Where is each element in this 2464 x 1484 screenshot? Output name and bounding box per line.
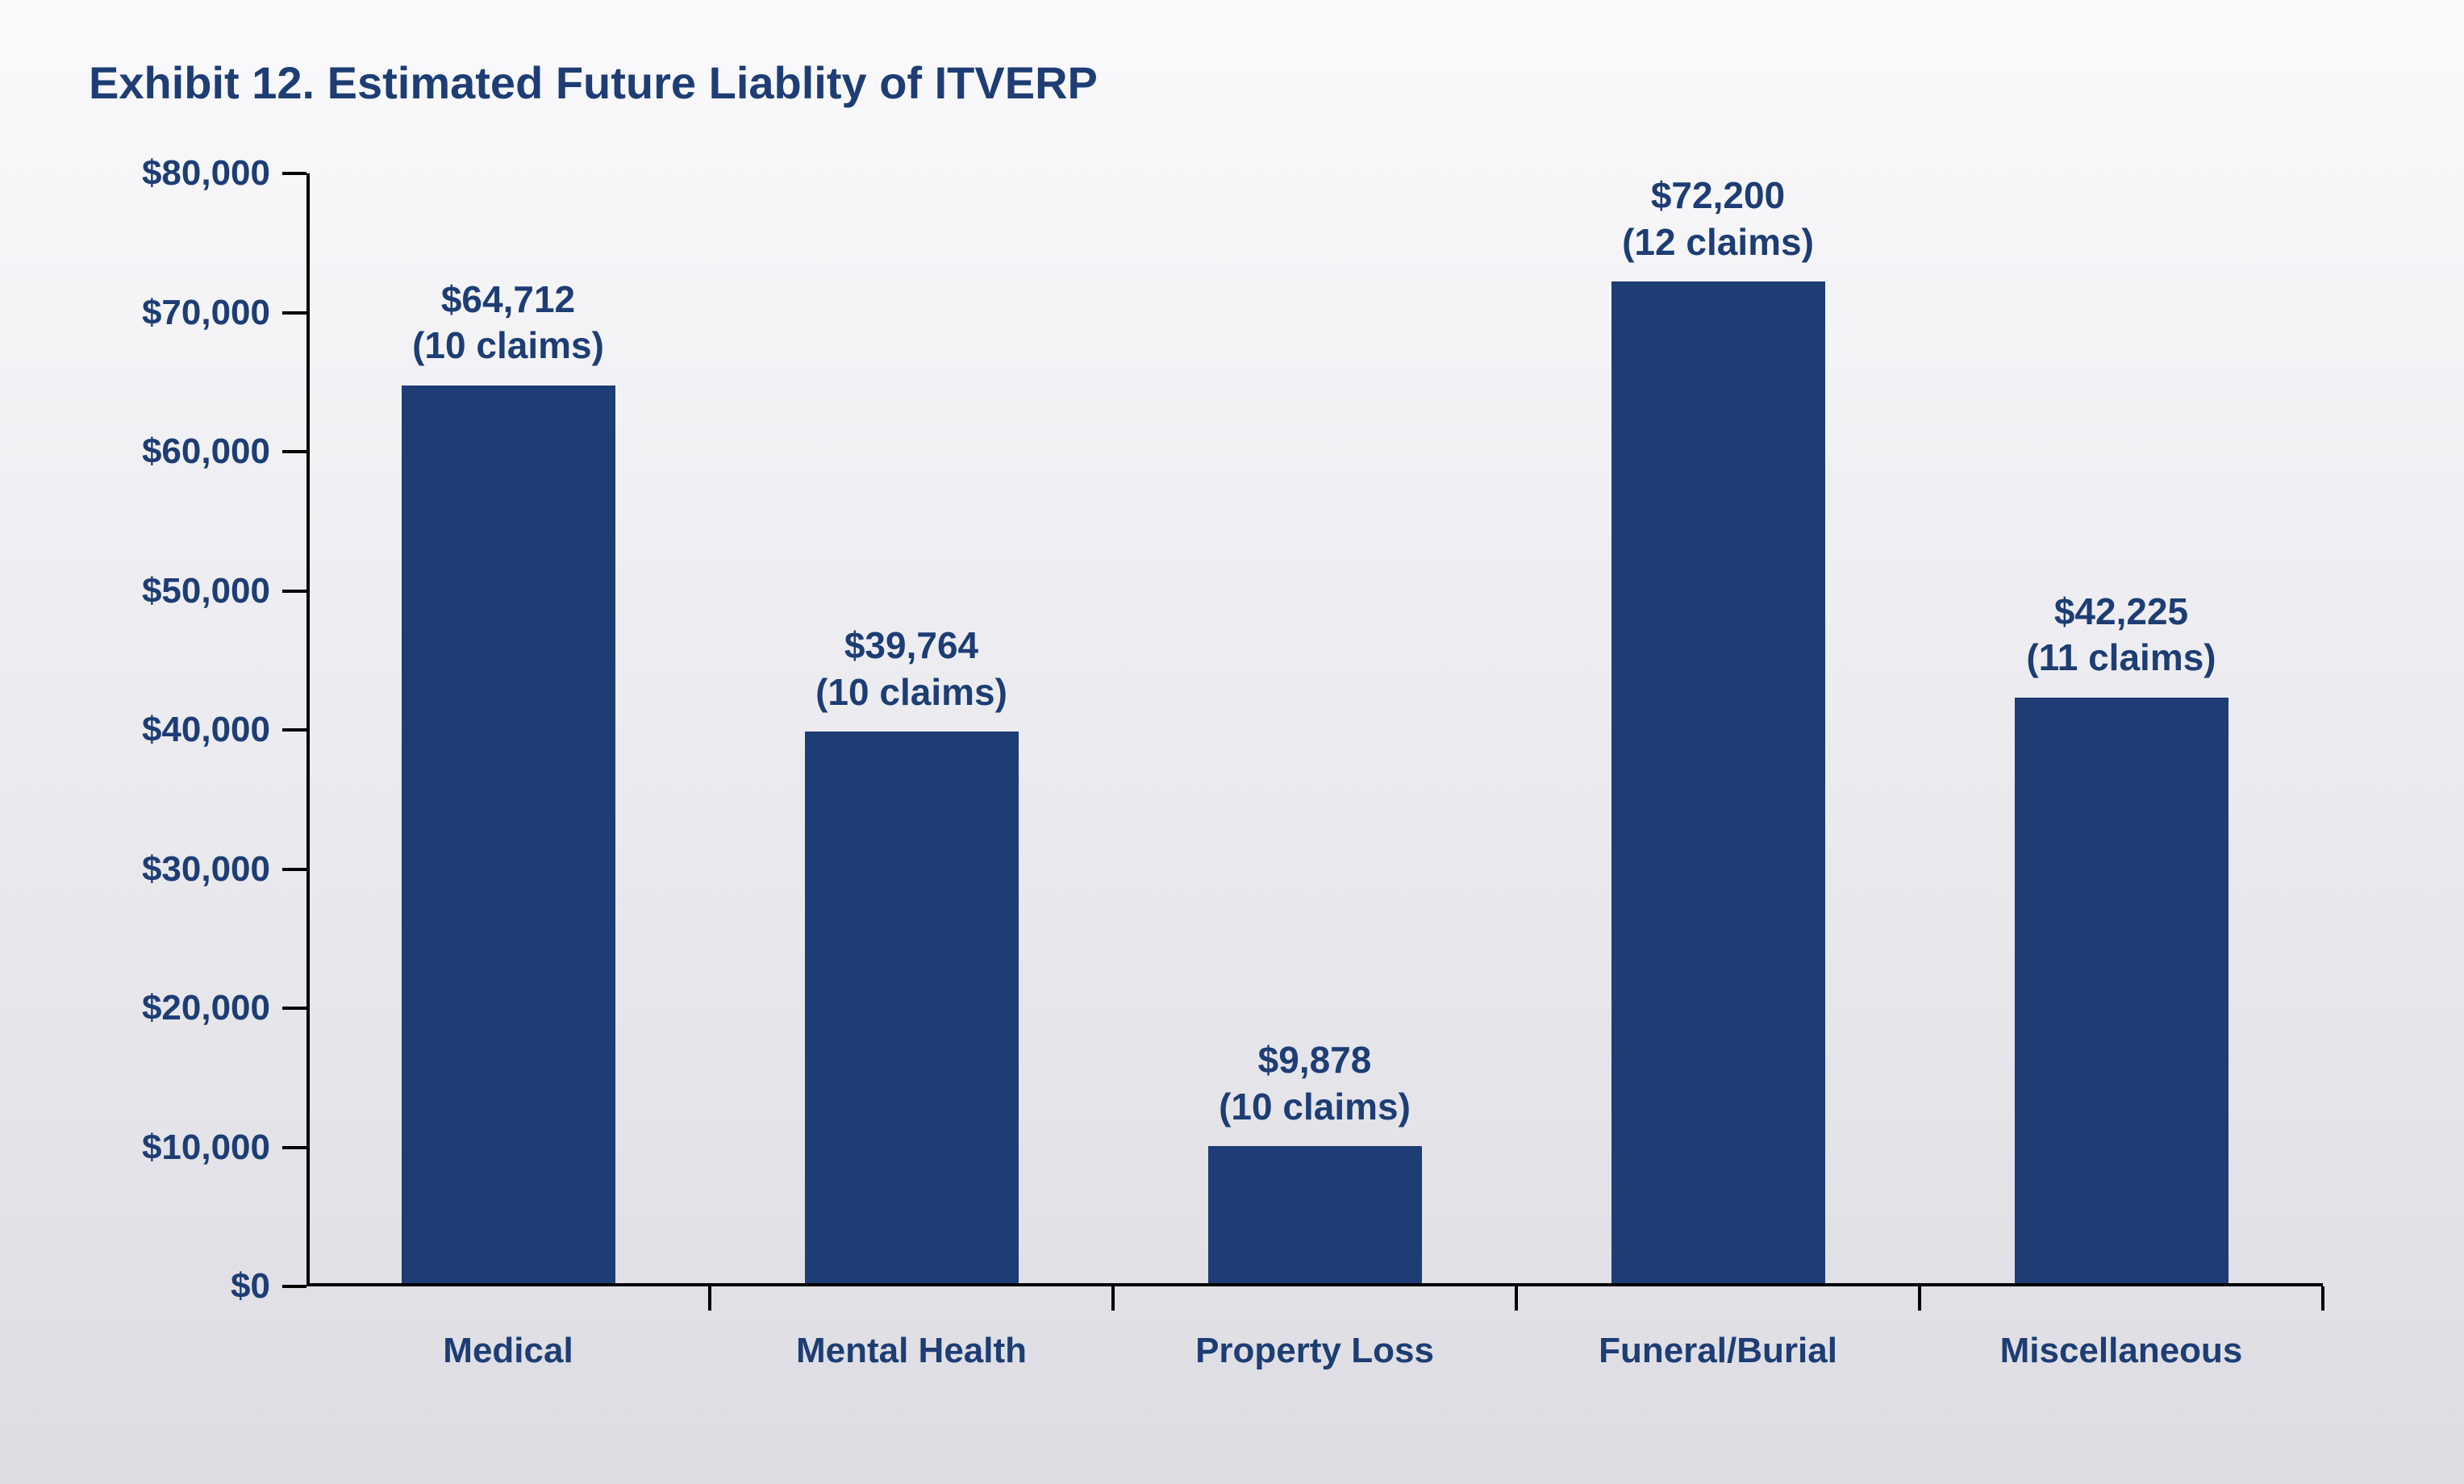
y-tick-label: $70,000 (142, 293, 306, 333)
plot-region: $0$10,000$20,000$30,000$40,000$50,000$60… (306, 173, 2323, 1286)
x-tick (1515, 1286, 1518, 1311)
category-label: Funeral/Burial (1599, 1286, 1837, 1371)
chart-title: Exhibit 12. Estimated Future Liablity of… (89, 56, 2383, 109)
bar: $64,712(10 claims) (402, 386, 615, 1283)
bar: $9,878(10 claims) (1208, 1146, 1422, 1283)
y-tick-label: $50,000 (142, 571, 306, 611)
x-tick (1918, 1286, 1921, 1311)
bar: $39,764(10 claims) (805, 732, 1019, 1283)
category-label: Property Loss (1195, 1286, 1434, 1371)
bar-value: $42,225 (2054, 590, 2188, 632)
y-tick-label: $40,000 (142, 710, 306, 750)
bar-value: $39,764 (844, 624, 978, 666)
y-tick-label: $80,000 (142, 153, 306, 194)
bar-value-label: $64,712(10 claims) (412, 277, 604, 386)
bar-claims: (10 claims) (412, 324, 604, 366)
chart-container: Exhibit 12. Estimated Future Liablity of… (0, 0, 2464, 1484)
bar-value: $64,712 (441, 278, 575, 320)
x-tick (708, 1286, 711, 1311)
bar-value-label: $9,878 (10 claims) (1219, 1037, 1411, 1146)
y-tick-label: $0 (231, 1266, 306, 1307)
x-tick (1111, 1286, 1115, 1311)
y-tick-label: $60,000 (142, 431, 306, 472)
category-label: Miscellaneous (2000, 1286, 2243, 1371)
x-tick (2321, 1286, 2324, 1311)
bar-value-label: $39,764 (10 claims) (815, 623, 1007, 732)
bar-value-label: $72,200 (12 claims) (1622, 173, 1814, 281)
bar: $72,200(12 claims) (1611, 281, 1825, 1283)
bar-value: $9,878 (1258, 1039, 1372, 1081)
bar-claims: (11 claims) (2026, 636, 2216, 678)
bar-value-label: $42,225(11 claims) (2026, 589, 2216, 698)
y-tick-label: $30,000 (142, 849, 306, 890)
category-label: Mental Health (796, 1286, 1027, 1371)
chart-area: $0 $10,000 $20,000 $30,000 $40,000 $50,000 $60… (97, 157, 2355, 1415)
y-tick-label: $20,000 (142, 988, 306, 1028)
y-tick-label: $10,000 (142, 1128, 306, 1168)
bar-claims: (10 claims) (1219, 1086, 1411, 1128)
bar-claims: (12 claims) (1622, 221, 1814, 263)
bar: $42,225(11 claims) (2015, 698, 2228, 1283)
bar-claims: (10 claims) (815, 671, 1007, 713)
category-label: Medical (443, 1286, 573, 1371)
y-axis (306, 173, 310, 1286)
bar-value: $72,200 (1651, 174, 1785, 216)
